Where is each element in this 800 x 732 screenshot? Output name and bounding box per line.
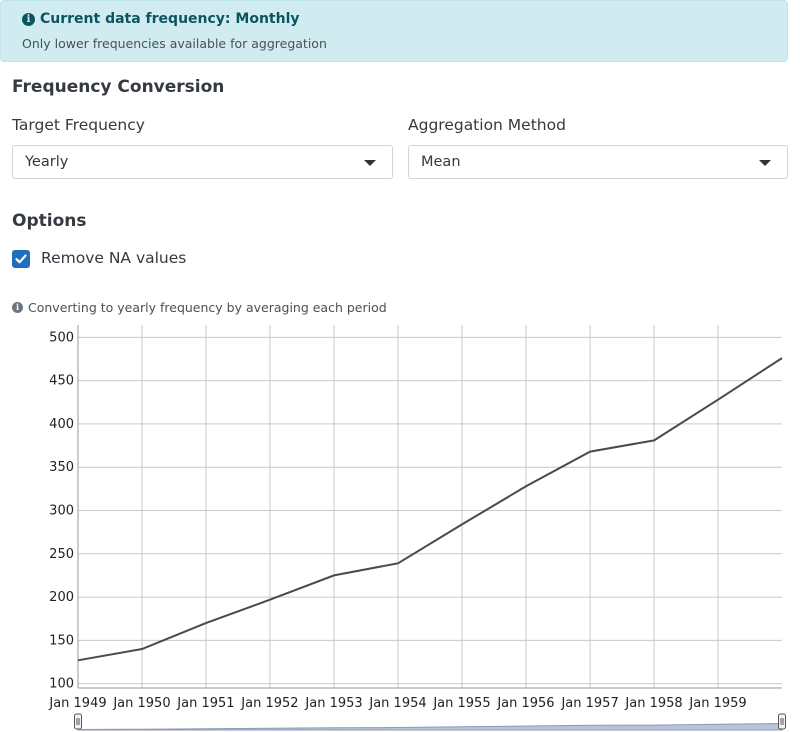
alert-title: i Current data frequency: Monthly — [22, 11, 300, 27]
x-tick-label: Jan 1958 — [624, 696, 682, 711]
x-tick-label: Jan 1959 — [688, 696, 746, 711]
y-axis-ticks: 100 150 200 250 300 350 400 450 500 — [49, 330, 74, 691]
x-axis-ticks: Jan 1949 Jan 1950 Jan 1951 Jan 1952 Jan 1953… — [48, 696, 746, 711]
frequency-conversion-heading: Frequency Conversion — [12, 77, 225, 97]
remove-na-checkbox[interactable] — [12, 250, 30, 268]
target-frequency-label: Target Frequency — [12, 116, 145, 134]
checkmark-icon — [15, 254, 27, 264]
x-tick-label: Jan 1949 — [48, 696, 106, 711]
y-tick-label: 200 — [49, 590, 74, 605]
y-tick-label: 300 — [49, 504, 74, 519]
x-tick-label: Jan 1954 — [368, 696, 426, 711]
alert-title-text: Current data frequency: Monthly — [40, 11, 300, 27]
remove-na-label: Remove NA values — [41, 249, 187, 267]
options-heading: Options — [12, 211, 87, 231]
x-tick-label: Jan 1956 — [496, 696, 554, 711]
conversion-note: i Converting to yearly frequency by aver… — [12, 300, 387, 315]
y-tick-label: 250 — [49, 547, 74, 562]
x-tick-label: Jan 1957 — [560, 696, 618, 711]
x-tick-label: Jan 1952 — [240, 696, 298, 711]
info-alert: i Current data frequency: Monthly Only l… — [0, 0, 788, 62]
range-handle-grip — [778, 713, 786, 730]
x-tick-label: Jan 1950 — [112, 696, 170, 711]
y-tick-label: 350 — [49, 460, 74, 475]
range-selector-track — [77, 722, 783, 731]
alert-subtitle: Only lower frequencies available for agg… — [22, 36, 327, 51]
aggregation-method-value: Mean — [421, 154, 461, 170]
series-line — [77, 357, 783, 662]
x-tick-label: Jan 1953 — [304, 696, 362, 711]
target-frequency-select[interactable]: Yearly — [12, 145, 393, 179]
range-handle-left[interactable] — [74, 713, 82, 730]
chevron-down-icon — [759, 160, 771, 166]
chevron-down-icon — [364, 160, 376, 166]
aggregation-method-select[interactable]: Mean — [408, 145, 788, 179]
y-tick-label: 500 — [49, 330, 74, 345]
range-selector[interactable] — [74, 713, 786, 731]
x-tick-label: Jan 1955 — [432, 696, 490, 711]
conversion-note-text: Converting to yearly frequency by averag… — [28, 300, 387, 315]
aggregation-method-label: Aggregation Method — [408, 116, 566, 134]
chart-grid — [77, 325, 782, 689]
y-tick-label: 100 — [49, 677, 74, 692]
y-tick-label: 150 — [49, 633, 74, 648]
range-handle-grip — [74, 713, 82, 730]
y-tick-label: 450 — [49, 374, 74, 389]
y-tick-label: 400 — [49, 417, 74, 432]
target-frequency-value: Yearly — [25, 154, 69, 170]
x-tick-label: Jan 1951 — [176, 696, 234, 711]
info-icon: i — [12, 302, 23, 313]
range-handle-right[interactable] — [778, 713, 786, 730]
info-icon: i — [22, 12, 35, 26]
